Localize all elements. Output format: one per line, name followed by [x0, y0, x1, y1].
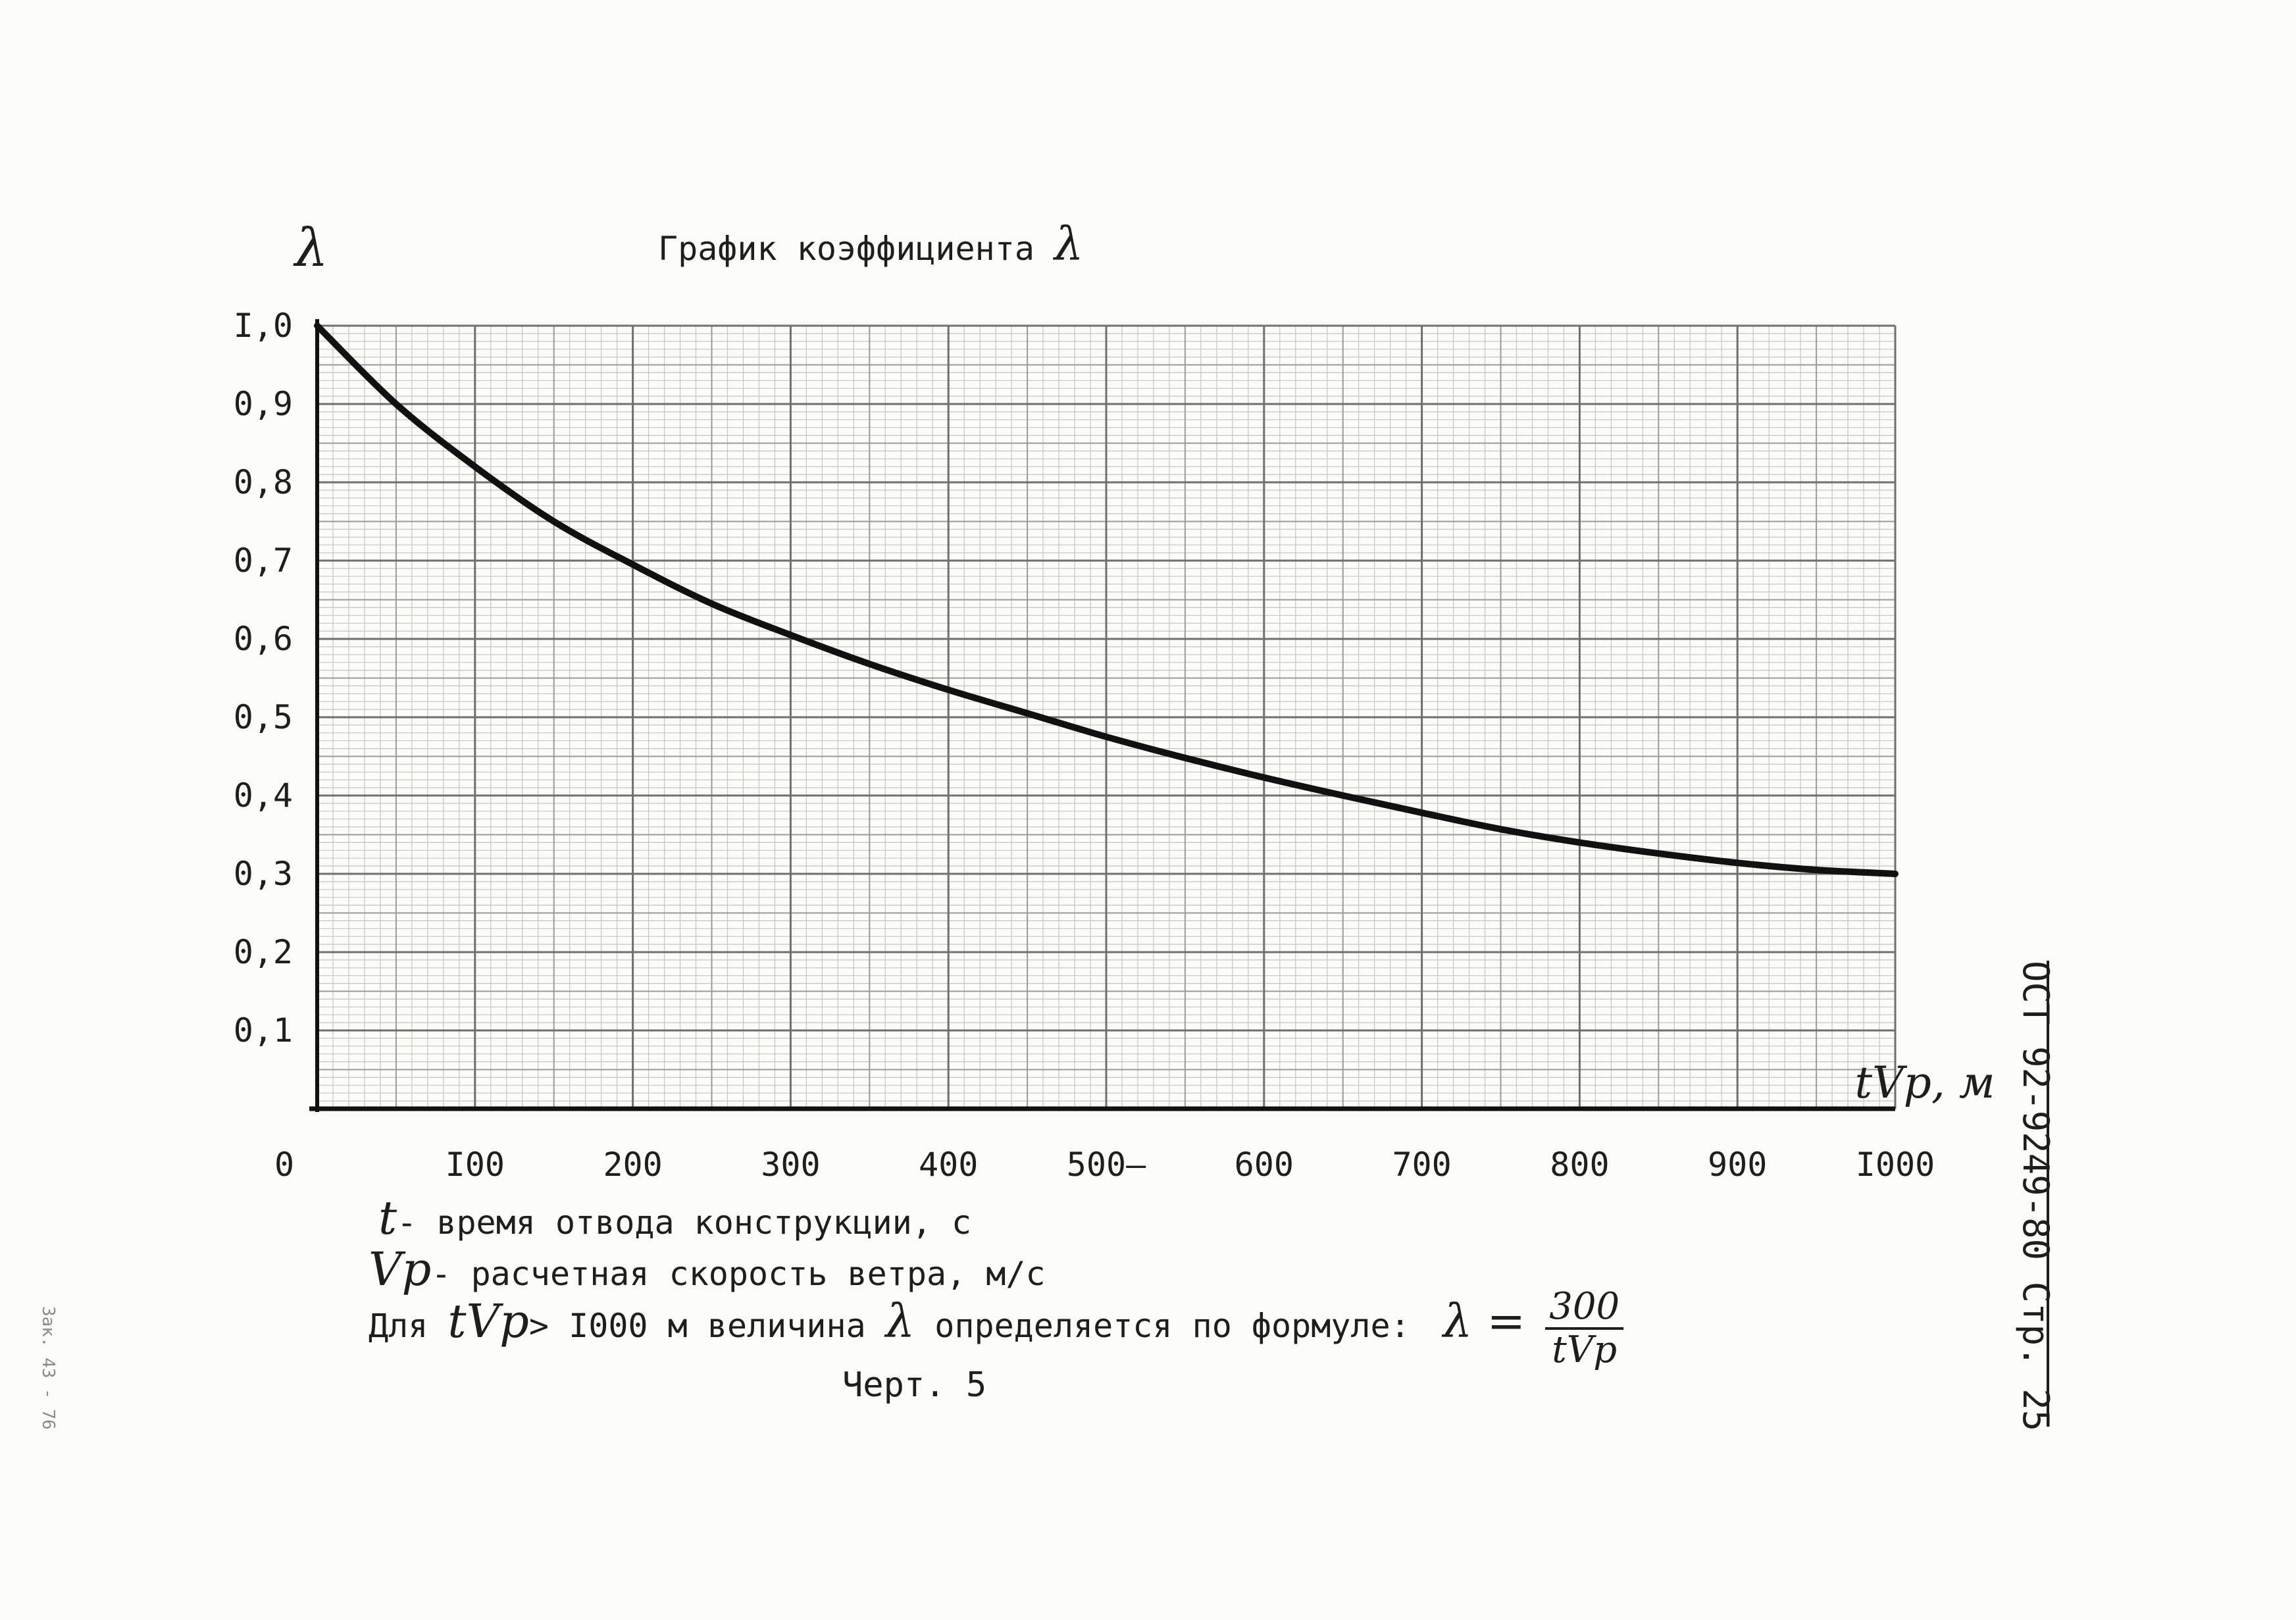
formula-denominator: tVр	[1552, 1328, 1618, 1371]
chart-title-symbol: λ	[1054, 217, 1084, 271]
y-tick-label: 0,9	[234, 385, 293, 423]
x-tick-label: 500–	[1067, 1146, 1146, 1184]
note-t: t- время отвода конструкции, с	[378, 1191, 971, 1245]
formula-lambda: λ	[885, 1294, 915, 1349]
x-tick-label: 200	[603, 1146, 662, 1184]
y-tick-label: 0,7	[234, 542, 293, 580]
side-divider	[2047, 961, 2049, 1415]
y-tick-label: 0,6	[234, 620, 293, 658]
x-tick-label: 800	[1550, 1146, 1609, 1184]
formula-mid: определяется по формуле:	[934, 1307, 1410, 1346]
formula-lhs: λ =	[1442, 1294, 1526, 1349]
formula-numerator: 300	[1545, 1286, 1624, 1330]
formula-cond-text: > I000 м величина	[528, 1307, 866, 1346]
x-tick-label: 700	[1392, 1146, 1451, 1184]
formula-prefix: Для	[369, 1307, 428, 1346]
formula-cond-symbol: tVр	[447, 1294, 529, 1349]
document-code: ОСТ 92-9249-80 Стр. 25	[2015, 961, 2056, 1432]
y-axis-label: λ	[295, 217, 328, 278]
x-tick-label: I000	[1856, 1146, 1935, 1184]
x-ticks: 0 I00 200 300 400 500– 600 700 800 900 I000	[274, 1146, 1935, 1184]
chart-title: График коэффициента λ	[658, 217, 1083, 271]
y-tick-label: 0,3	[234, 855, 293, 893]
note-t-symbol: t	[378, 1191, 397, 1245]
x-axis-label: tVр, м	[1854, 1057, 1995, 1108]
formula-fraction: 300 tVр	[1545, 1286, 1624, 1371]
note-vp-symbol: Vр	[369, 1242, 432, 1296]
y-ticks: I,0 0,9 0,8 0,7 0,6 0,5 0,4 0,3 0,2 0,1	[234, 307, 293, 1050]
x-tick-label: 600	[1235, 1146, 1294, 1184]
y-tick-label: 0,8	[234, 463, 293, 501]
y-tick-label: I,0	[234, 307, 293, 345]
series-line-lambda	[314, 322, 1899, 877]
x-tick-label: 400	[919, 1146, 978, 1184]
y-tick-label: 0,5	[234, 698, 293, 736]
chart-title-text: График коэффициента	[658, 230, 1034, 268]
x-tick-label: 300	[761, 1146, 820, 1184]
note-formula: Для tVр> I000 м величина λ определяется …	[369, 1286, 1624, 1371]
y-tick-label: 0,1	[234, 1011, 293, 1050]
y-tick-label: 0,2	[234, 933, 293, 971]
note-vp-text: - расчетная скорость ветра, м/с	[431, 1255, 1046, 1293]
figure-caption: Черт. 5	[842, 1365, 987, 1405]
note-t-text: - время отвода конструкции, с	[397, 1203, 972, 1242]
x-tick-label: I00	[446, 1146, 505, 1184]
y-tick-label: 0,4	[234, 776, 293, 815]
note-vp: Vр- расчетная скорость ветра, м/с	[369, 1242, 1046, 1296]
x-tick-label: 0	[274, 1146, 294, 1184]
order-stamp: Зак. 43 - 76	[38, 1306, 58, 1430]
x-tick-label: 900	[1708, 1146, 1767, 1184]
